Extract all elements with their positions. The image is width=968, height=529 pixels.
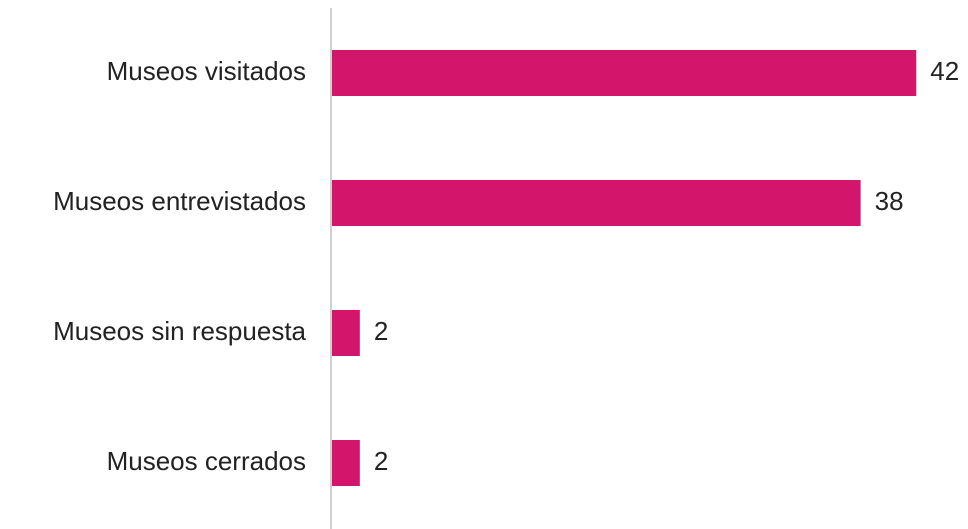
category-label: Museos sin respuesta: [53, 316, 306, 346]
category-label: Museos entrevistados: [53, 186, 306, 216]
category-label: Museos visitados: [107, 56, 306, 86]
value-label: 42: [930, 56, 959, 86]
bar: [332, 180, 861, 226]
bar: [332, 50, 917, 96]
value-label: 2: [374, 446, 388, 476]
category-label: Museos cerrados: [107, 446, 306, 476]
bar: [332, 310, 360, 356]
value-label: 38: [875, 186, 904, 216]
bar: [332, 440, 360, 486]
value-label: 2: [374, 316, 388, 346]
